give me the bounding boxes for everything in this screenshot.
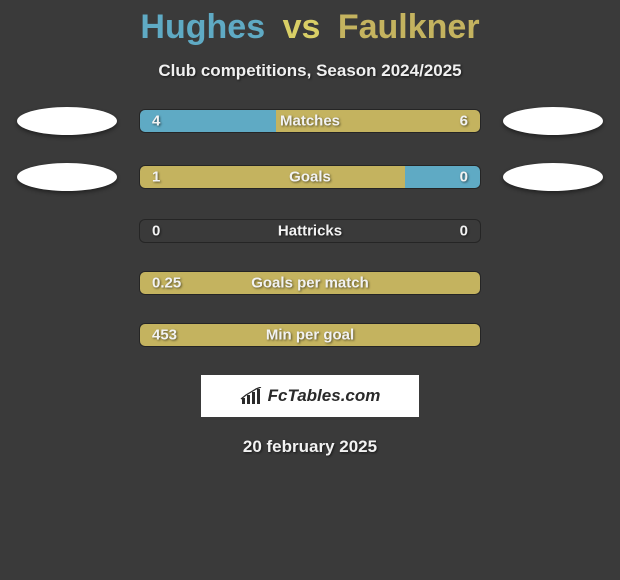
subtitle: Club competitions, Season 2024/2025 bbox=[0, 61, 620, 81]
stat-value-right: 0 bbox=[460, 169, 468, 186]
stat-label: Hattricks bbox=[278, 223, 342, 240]
page-title: Hughes vs Faulkner bbox=[0, 8, 620, 47]
stat-row: 1 0 Goals bbox=[0, 163, 620, 191]
team-flag-left bbox=[17, 163, 117, 191]
bar-segment-left bbox=[140, 166, 405, 188]
stat-value-left: 0.25 bbox=[152, 275, 181, 292]
player2-name: Faulkner bbox=[338, 8, 480, 46]
stats-list: 4 6 Matches 1 0 Goals 0 0 Hattricks 0.25 Goals per… bbox=[0, 107, 620, 347]
team-flag-left bbox=[17, 107, 117, 135]
team-flag-right bbox=[503, 163, 603, 191]
team-flag-right bbox=[503, 107, 603, 135]
stat-value-left: 0 bbox=[152, 223, 160, 240]
stat-value-left: 453 bbox=[152, 327, 177, 344]
logo-text: FcTables.com bbox=[268, 386, 381, 406]
stat-label: Min per goal bbox=[266, 327, 354, 344]
stat-bar: 0 0 Hattricks bbox=[139, 219, 481, 243]
date-text: 20 february 2025 bbox=[0, 437, 620, 457]
stat-value-right: 0 bbox=[460, 223, 468, 240]
bar-segment-right bbox=[405, 166, 480, 188]
bar-segment-left bbox=[140, 110, 276, 132]
vs-text: vs bbox=[283, 8, 321, 46]
stat-value-right: 6 bbox=[460, 113, 468, 130]
player1-name: Hughes bbox=[140, 8, 265, 46]
stat-value-left: 4 bbox=[152, 113, 160, 130]
stat-label: Matches bbox=[280, 113, 340, 130]
stat-row: 0 0 Hattricks bbox=[0, 219, 620, 243]
stat-bar: 4 6 Matches bbox=[139, 109, 481, 133]
stat-bar: 453 Min per goal bbox=[139, 323, 481, 347]
stat-bar: 0.25 Goals per match bbox=[139, 271, 481, 295]
stat-bar: 1 0 Goals bbox=[139, 165, 481, 189]
stat-value-left: 1 bbox=[152, 169, 160, 186]
chart-icon bbox=[240, 387, 262, 405]
stat-row: 453 Min per goal bbox=[0, 323, 620, 347]
logo-box: FcTables.com bbox=[201, 375, 419, 417]
stat-label: Goals bbox=[289, 169, 331, 186]
infographic-container: Hughes vs Faulkner Club competitions, Se… bbox=[0, 0, 620, 457]
stat-label: Goals per match bbox=[251, 275, 369, 292]
stat-row: 0.25 Goals per match bbox=[0, 271, 620, 295]
stat-row: 4 6 Matches bbox=[0, 107, 620, 135]
